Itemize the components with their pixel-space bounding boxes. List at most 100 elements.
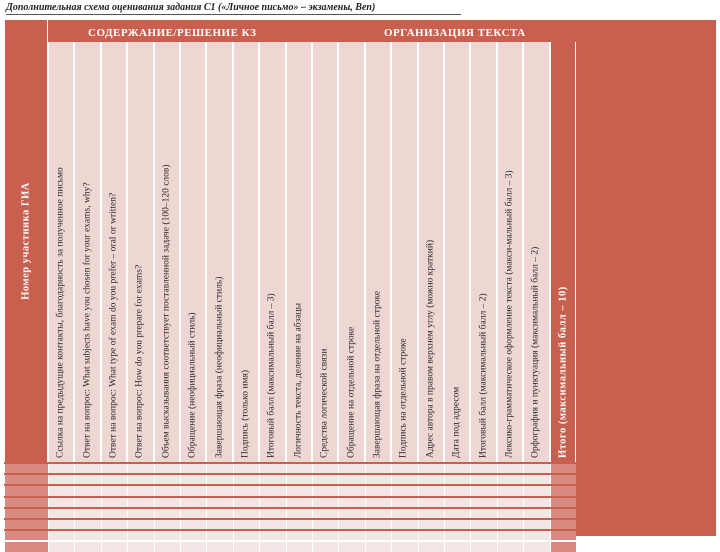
table-cell[interactable] [4,542,48,552]
table-cell[interactable] [417,486,444,496]
table-cell[interactable] [285,542,312,552]
table-cell[interactable] [338,464,365,474]
table-cell[interactable] [232,464,260,474]
table-cell[interactable] [180,464,207,474]
table-cell[interactable] [153,475,180,485]
table-cell[interactable] [470,531,497,541]
table-cell[interactable] [312,520,339,530]
table-cell[interactable] [48,464,75,474]
table-cell[interactable] [364,508,392,518]
table-cell[interactable] [285,508,312,518]
table-cell[interactable] [338,508,365,518]
table-cell[interactable] [285,464,312,474]
table-cell[interactable] [549,497,576,507]
table-cell[interactable] [100,531,128,541]
table-cell[interactable] [523,542,550,552]
table-cell[interactable] [206,542,233,552]
table-cell[interactable] [470,542,497,552]
table-cell[interactable] [364,520,392,530]
table-cell[interactable] [470,508,497,518]
table-cell[interactable] [444,486,471,496]
table-cell[interactable] [127,486,154,496]
table-cell[interactable] [4,464,48,474]
table-cell[interactable] [48,520,75,530]
table-cell[interactable] [312,531,339,541]
table-cell[interactable] [259,531,286,541]
table-cell[interactable] [338,486,365,496]
table-cell[interactable] [259,520,286,530]
table-cell[interactable] [74,497,101,507]
table-cell[interactable] [338,531,365,541]
table-cell[interactable] [48,486,75,496]
table-cell[interactable] [285,531,312,541]
table-cell[interactable] [153,542,180,552]
table-cell[interactable] [127,520,154,530]
table-cell[interactable] [364,497,392,507]
table-cell[interactable] [153,531,180,541]
table-cell[interactable] [127,464,154,474]
table-cell[interactable] [100,542,128,552]
table-cell[interactable] [74,520,101,530]
table-cell[interactable] [338,542,365,552]
table-cell[interactable] [285,475,312,485]
table-cell[interactable] [496,508,524,518]
table-cell[interactable] [496,475,524,485]
table-cell[interactable] [74,531,101,541]
table-cell[interactable] [285,486,312,496]
table-cell[interactable] [127,508,154,518]
table-cell[interactable] [470,497,497,507]
table-cell[interactable] [364,475,392,485]
table-cell[interactable] [417,531,444,541]
table-cell[interactable] [100,464,128,474]
table-cell[interactable] [232,520,260,530]
table-cell[interactable] [444,475,471,485]
table-cell[interactable] [391,508,418,518]
table-cell[interactable] [180,542,207,552]
table-cell[interactable] [232,531,260,541]
table-cell[interactable] [232,486,260,496]
table-cell[interactable] [417,520,444,530]
table-cell[interactable] [180,508,207,518]
table-cell[interactable] [206,464,233,474]
table-cell[interactable] [127,475,154,485]
table-cell[interactable] [206,475,233,485]
table-cell[interactable] [417,497,444,507]
table-cell[interactable] [496,542,524,552]
table-cell[interactable] [100,486,128,496]
table-cell[interactable] [523,497,550,507]
table-cell[interactable] [417,508,444,518]
table-cell[interactable] [312,497,339,507]
table-cell[interactable] [312,542,339,552]
table-cell[interactable] [4,475,48,485]
table-cell[interactable] [180,475,207,485]
table-cell[interactable] [206,508,233,518]
table-cell[interactable] [232,475,260,485]
table-cell[interactable] [364,531,392,541]
table-cell[interactable] [523,520,550,530]
table-cell[interactable] [338,520,365,530]
table-cell[interactable] [523,486,550,496]
table-cell[interactable] [470,486,497,496]
table-cell[interactable] [312,464,339,474]
table-cell[interactable] [496,486,524,496]
table-cell[interactable] [48,497,75,507]
table-cell[interactable] [391,531,418,541]
table-cell[interactable] [549,486,576,496]
table-cell[interactable] [496,464,524,474]
table-cell[interactable] [4,486,48,496]
table-cell[interactable] [180,497,207,507]
table-cell[interactable] [259,497,286,507]
table-cell[interactable] [417,542,444,552]
table-cell[interactable] [444,520,471,530]
table-cell[interactable] [312,486,339,496]
table-cell[interactable] [232,542,260,552]
table-cell[interactable] [74,475,101,485]
table-cell[interactable] [4,497,48,507]
table-cell[interactable] [549,464,576,474]
table-cell[interactable] [259,464,286,474]
table-cell[interactable] [153,520,180,530]
table-cell[interactable] [523,475,550,485]
table-cell[interactable] [549,520,576,530]
table-cell[interactable] [364,464,392,474]
table-cell[interactable] [444,497,471,507]
